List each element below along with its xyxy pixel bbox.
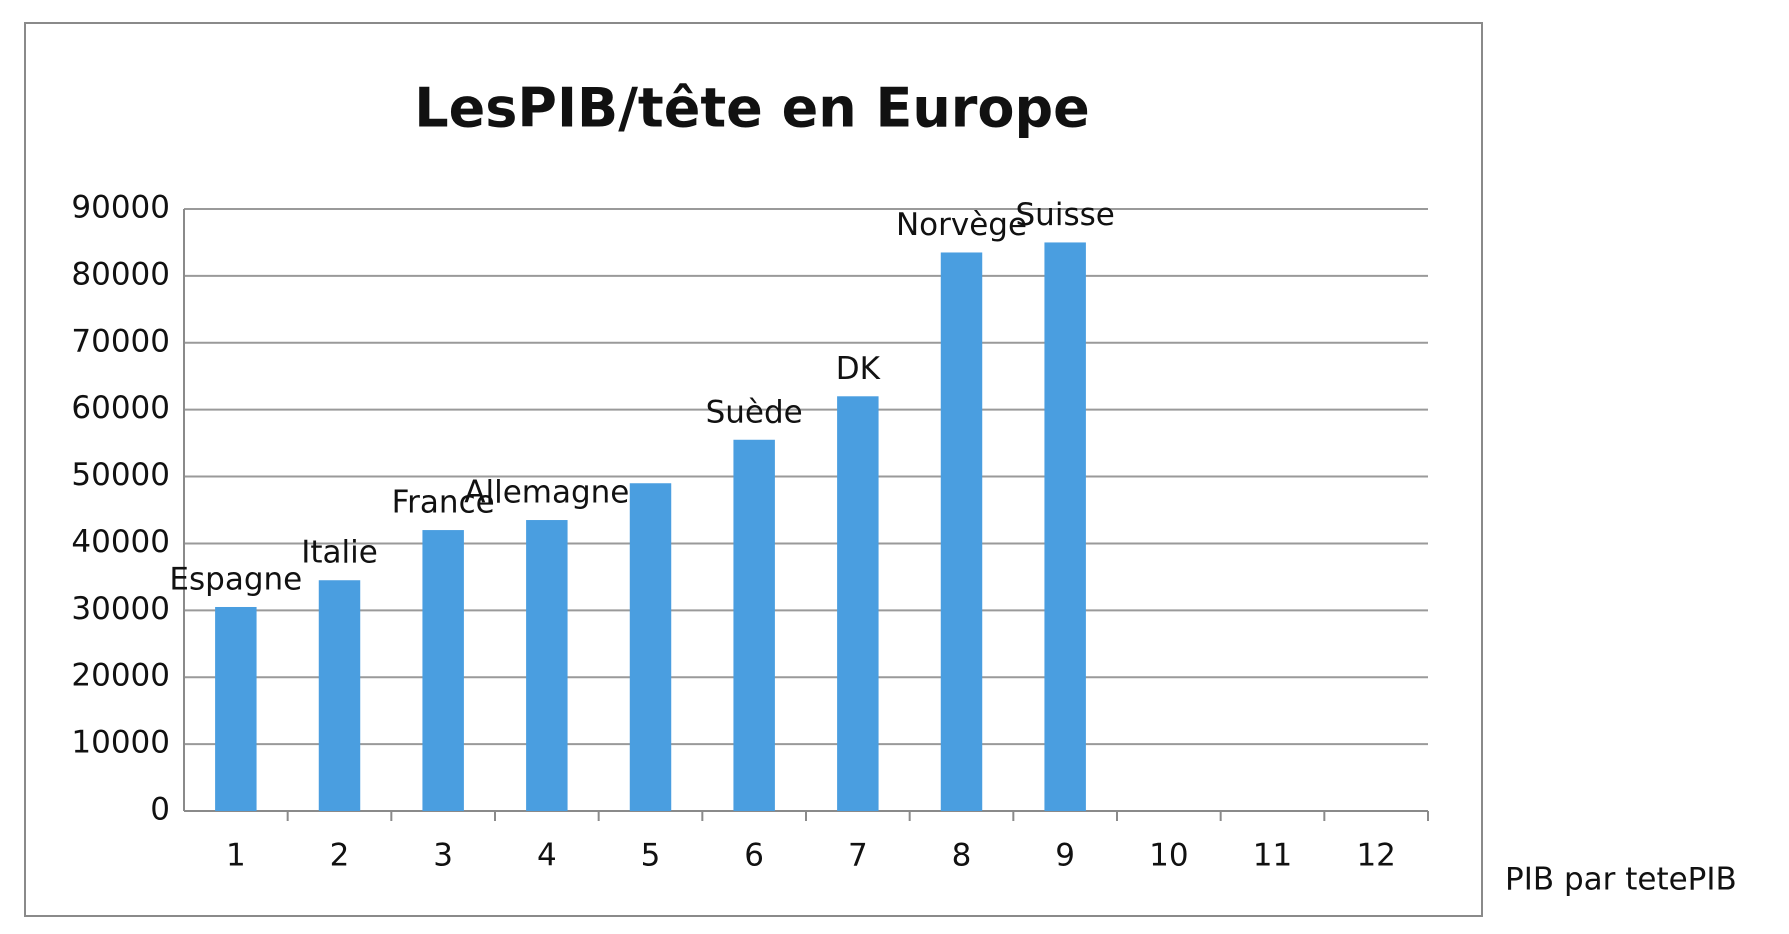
y-tick-label: 90000 [71, 190, 170, 226]
y-tick-label: 10000 [71, 725, 170, 761]
bar [1044, 242, 1086, 811]
bar-label: Italie [301, 535, 378, 571]
y-tick-label: 40000 [71, 524, 170, 560]
x-axis-label: PIB par tetePIB [1505, 862, 1737, 898]
x-tick-label: 2 [330, 838, 350, 874]
y-tick-label: 20000 [71, 658, 170, 694]
bar [422, 530, 464, 811]
bar-label: Allemagne [464, 475, 629, 511]
y-tick-label: 0 [150, 792, 170, 828]
x-tick-label: 4 [537, 838, 557, 874]
bar [215, 606, 257, 811]
bar-label: DK [836, 351, 881, 387]
y-tick-label: 70000 [71, 323, 170, 359]
x-tick-label: 9 [1055, 838, 1075, 874]
bar [837, 396, 879, 811]
bar-label: Norvège [896, 207, 1027, 243]
bar [318, 580, 361, 811]
y-tick-label: 30000 [71, 591, 170, 627]
chart-title: LesPIB/tête en Europe [414, 77, 1090, 140]
bar-label: Suède [706, 394, 803, 430]
bar [629, 483, 672, 811]
bar [733, 439, 775, 811]
x-tick-label: 10 [1149, 838, 1188, 874]
x-tick-label: 7 [848, 838, 868, 874]
x-tick-label: 6 [744, 838, 764, 874]
bar-label: Espagne [169, 561, 302, 597]
x-tick-label: 1 [226, 838, 246, 874]
x-tick-label: 12 [1356, 838, 1395, 874]
x-tick-label: 11 [1253, 838, 1292, 874]
y-tick-label: 50000 [71, 457, 170, 493]
bar [940, 252, 983, 811]
bar-label: France [392, 485, 495, 521]
x-tick-label: 8 [952, 838, 972, 874]
x-tick-label: 3 [433, 838, 453, 874]
y-tick-label: 60000 [71, 390, 170, 426]
y-tick-label: 80000 [71, 256, 170, 292]
bar-label: Suisse [1016, 197, 1115, 233]
bar [526, 520, 568, 811]
x-tick-label: 5 [641, 838, 661, 874]
